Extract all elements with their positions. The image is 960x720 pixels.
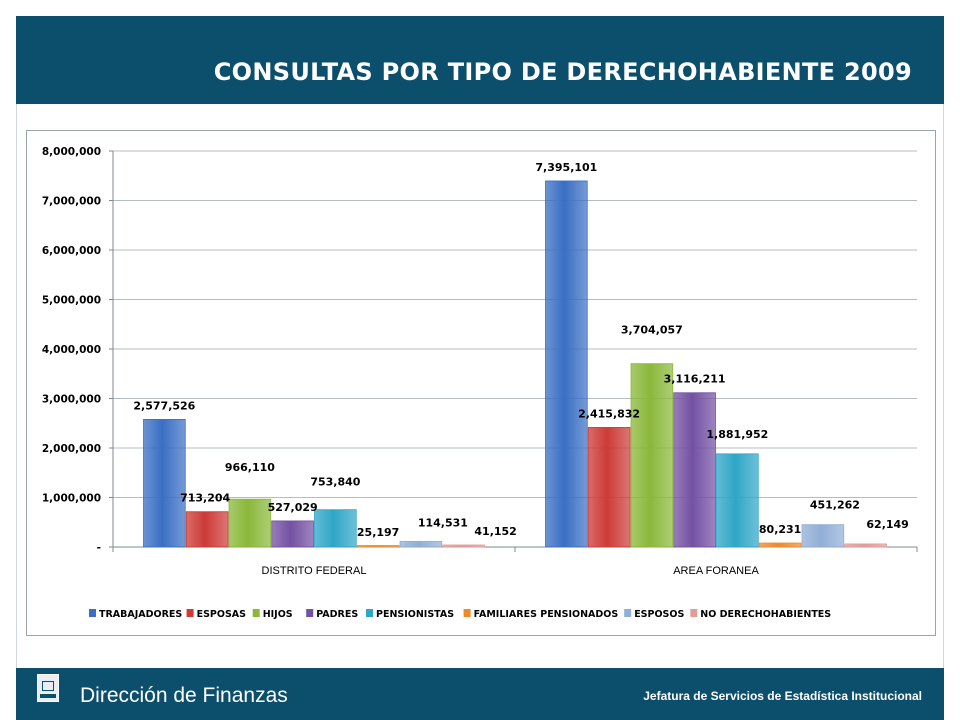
data-label: 80,231	[759, 523, 801, 536]
header-band	[16, 16, 944, 104]
legend-swatch	[252, 609, 260, 617]
data-label: 114,531	[418, 516, 468, 529]
legend-label: ESPOSAS	[197, 609, 247, 620]
y-tick-label: 8,000,000	[42, 146, 101, 158]
y-tick-label: 4,000,000	[42, 344, 101, 356]
data-label: 3,704,057	[621, 324, 683, 337]
y-tick-label: 7,000,000	[42, 196, 101, 208]
bar-familiares-pensionados	[356, 545, 400, 548]
chart-container: - 1,000,000 2,000,000 3,000,000 4,000,000 5,0…	[26, 130, 936, 636]
data-label: 62,149	[866, 518, 908, 531]
bar-no-derechohabientes	[442, 544, 485, 548]
page-frame	[16, 16, 944, 720]
bar-trabajadores	[545, 180, 588, 548]
legend-swatch	[366, 609, 373, 617]
data-label: 966,110	[225, 461, 275, 474]
bar-padres	[271, 520, 314, 548]
legend-swatch	[463, 609, 471, 617]
legend-label: FAMILIARES PENSIONADOS	[474, 609, 619, 620]
data-label: 2,577,526	[133, 399, 195, 412]
bar-familiares-pensionados	[758, 542, 802, 548]
bar-padres	[673, 392, 716, 548]
y-tick-label: 1,000,000	[42, 493, 101, 505]
y-tick-label: 5,000,000	[42, 295, 101, 307]
bar-esposas	[587, 427, 631, 548]
data-label: 713,204	[180, 492, 230, 505]
y-tick-label: -	[97, 542, 101, 554]
legend-swatch	[624, 609, 632, 617]
legend-swatch	[690, 609, 698, 617]
data-label: 3,116,211	[664, 373, 726, 386]
legend-label: NO DERECHOHABIENTES	[700, 609, 831, 620]
bar-hijos	[630, 363, 674, 548]
bar-trabajadores	[143, 419, 186, 548]
footer-office: Jefatura de Servicios de Estadística Ins…	[643, 689, 922, 703]
legend-label: ESPOSOS	[634, 609, 684, 620]
data-label: 7,395,101	[535, 161, 597, 174]
data-label: 41,152	[474, 525, 516, 538]
y-tick-label: 3,000,000	[42, 394, 101, 406]
bar-esposos	[801, 524, 845, 548]
legend-label: PENSIONISTAS	[376, 609, 454, 620]
data-label: 2,415,832	[578, 407, 640, 420]
data-label: 25,197	[357, 526, 399, 539]
footer-band	[16, 668, 944, 720]
y-tick-label: 6,000,000	[42, 245, 101, 257]
legend-label: TRABAJADORES	[99, 609, 182, 620]
legend-swatch	[89, 609, 96, 617]
legend-swatch	[306, 609, 314, 617]
bar-hijos	[228, 498, 272, 548]
bar-esposos	[399, 540, 443, 548]
bar-esposas	[185, 511, 229, 548]
institution-logo-icon	[37, 674, 59, 702]
legend-swatch	[186, 609, 194, 617]
data-label: 753,840	[310, 476, 360, 489]
slide-title: CONSULTAS POR TIPO DE DERECHOHABIENTE 20…	[213, 58, 912, 86]
legend-label: PADRES	[316, 609, 358, 620]
data-label: 451,262	[810, 499, 860, 512]
bar-pensionistas	[716, 453, 759, 548]
bar-pensionistas	[314, 509, 357, 548]
data-label: 1,881,952	[706, 428, 768, 441]
bar-no-derechohabientes	[844, 543, 887, 548]
legend-label: HIJOS	[263, 609, 293, 620]
footer-department: Dirección de Finanzas	[80, 684, 288, 707]
y-tick-label: 2,000,000	[42, 443, 101, 455]
bar-chart: - 1,000,000 2,000,000 3,000,000 4,000,000 5,0…	[42, 146, 918, 620]
x-category-label: DISTRITO FEDERAL	[262, 565, 367, 577]
x-category-label: AREA FORANEA	[673, 565, 759, 577]
data-label: 527,029	[268, 501, 318, 514]
